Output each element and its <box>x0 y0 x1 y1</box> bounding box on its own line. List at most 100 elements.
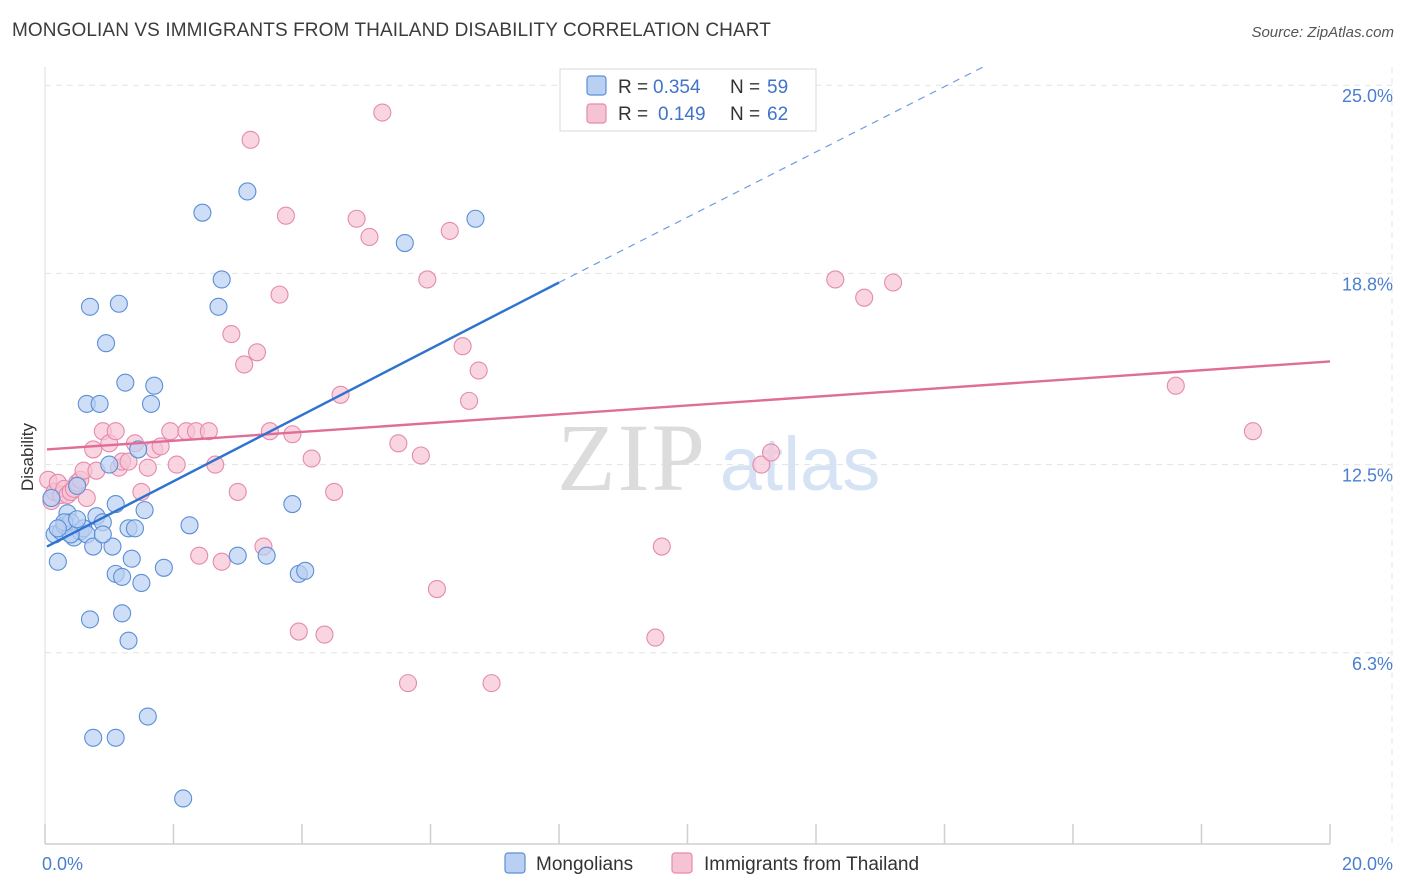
data-point-thailand <box>360 227 379 247</box>
data-point-mongolians <box>466 209 485 228</box>
data-point-mongolians <box>125 519 144 538</box>
bottom-legend-swatch-thailand <box>671 852 693 874</box>
x-tick-label: 20.0% <box>1342 854 1393 874</box>
data-point-thailand <box>241 130 260 149</box>
data-point-mongolians <box>135 501 154 520</box>
data-point-thailand <box>440 221 459 240</box>
bottom-legend: Mongolians Immigrants from Thailand <box>504 852 919 875</box>
x-tick-label: 0.0% <box>42 854 83 874</box>
y-axis-tick-labels: 6.3% 12.5% 18.8% 25.0% <box>1342 86 1393 674</box>
chart-title: MONGOLIAN VS IMMIGRANTS FROM THAILAND DI… <box>12 20 771 41</box>
data-point-thailand <box>389 434 408 453</box>
data-point-thailand <box>84 440 103 459</box>
trend-line-mongolians <box>46 281 560 548</box>
data-point-thailand <box>302 449 321 468</box>
data-point-mongolians <box>48 552 67 571</box>
data-point-mongolians <box>113 567 132 586</box>
data-point-mongolians <box>90 394 109 413</box>
data-point-mongolians <box>48 519 67 538</box>
watermark-zip: ZIP <box>557 404 707 511</box>
data-point-thailand <box>190 546 209 565</box>
data-point-mongolians <box>84 537 103 556</box>
legend-n-value-2: 62 <box>767 104 788 125</box>
data-point-thailand <box>283 425 302 444</box>
y-axis-title: Disability <box>18 422 37 491</box>
y-tick-label: 18.8% <box>1342 274 1393 294</box>
data-point-mongolians <box>100 455 119 474</box>
data-point-thailand <box>77 488 96 508</box>
legend-n-label-2: N = <box>730 104 760 125</box>
data-point-thailand <box>469 361 488 380</box>
data-point-mongolians <box>119 631 138 650</box>
data-point-thailand <box>398 674 418 693</box>
data-point-mongolians <box>283 495 302 514</box>
data-point-mongolians <box>116 373 135 392</box>
data-point-mongolians <box>80 610 100 629</box>
series-mongolians-points <box>42 182 485 808</box>
data-point-thailand <box>411 446 430 465</box>
data-point-thailand <box>1166 376 1185 395</box>
data-point-thailand <box>652 537 671 556</box>
legend-r-value-1: 0.354 <box>653 77 701 98</box>
data-point-mongolians <box>180 516 199 535</box>
data-point-thailand <box>289 622 308 641</box>
data-point-thailand <box>276 206 295 225</box>
data-point-thailand <box>315 625 334 644</box>
x-axis-ticks <box>44 824 1331 844</box>
legend-box: R = 0.354 N = 59 R = 0.149 N = 62 <box>559 68 817 132</box>
data-point-thailand <box>1243 422 1262 441</box>
data-point-mongolians <box>129 440 148 459</box>
data-point-mongolians <box>106 728 125 747</box>
data-point-thailand <box>235 355 254 374</box>
x-axis-tick-labels: 0.0% 20.0% <box>42 854 1393 874</box>
data-point-mongolians <box>113 604 132 623</box>
data-point-thailand <box>373 103 392 122</box>
data-point-mongolians <box>84 728 103 747</box>
y-tick-label: 6.3% <box>1352 654 1393 674</box>
data-point-thailand <box>325 482 344 501</box>
bottom-legend-label-mongolians: Mongolians <box>536 854 633 875</box>
data-point-thailand <box>826 270 845 289</box>
data-point-mongolians <box>109 294 128 313</box>
data-point-thailand <box>270 285 289 304</box>
data-point-thailand <box>119 452 138 471</box>
data-point-thailand <box>418 270 437 289</box>
y-tick-label: 25.0% <box>1342 86 1393 106</box>
legend-r-label-1: R = <box>618 77 648 98</box>
data-point-mongolians <box>296 561 315 580</box>
trend-line-mongolians-extension <box>558 66 984 284</box>
data-point-thailand <box>884 273 903 292</box>
data-point-thailand <box>459 391 479 410</box>
data-point-mongolians <box>103 537 122 556</box>
bottom-legend-label-thailand: Immigrants from Thailand <box>704 854 919 875</box>
bottom-legend-swatch-mongolians <box>504 852 526 874</box>
data-point-thailand <box>161 422 180 441</box>
data-point-thailand <box>199 422 218 441</box>
data-point-mongolians <box>228 546 247 565</box>
data-point-mongolians <box>257 546 276 565</box>
data-point-thailand <box>855 288 874 307</box>
data-point-mongolians <box>132 573 151 593</box>
data-point-mongolians <box>145 376 164 395</box>
data-point-mongolians <box>238 182 257 201</box>
data-point-mongolians <box>209 297 228 316</box>
data-point-thailand <box>482 674 501 693</box>
data-point-mongolians <box>68 476 87 495</box>
legend-r-label-2: R = <box>618 104 648 125</box>
legend-r-value-2: 0.149 <box>658 104 706 125</box>
data-point-thailand <box>228 482 247 501</box>
data-point-mongolians <box>212 270 231 289</box>
data-point-thailand <box>247 343 267 362</box>
data-point-thailand <box>646 628 665 647</box>
data-point-thailand <box>138 458 157 477</box>
y-tick-label: 12.5% <box>1342 466 1393 486</box>
data-point-thailand <box>212 552 231 571</box>
legend-n-label-1: N = <box>730 77 760 98</box>
data-point-mongolians <box>122 549 141 568</box>
data-point-thailand <box>761 443 781 462</box>
data-point-mongolians <box>42 488 61 508</box>
trend-lines <box>46 66 1331 548</box>
source-label: Source: ZipAtlas.com <box>1251 24 1394 41</box>
data-point-mongolians <box>395 233 414 253</box>
